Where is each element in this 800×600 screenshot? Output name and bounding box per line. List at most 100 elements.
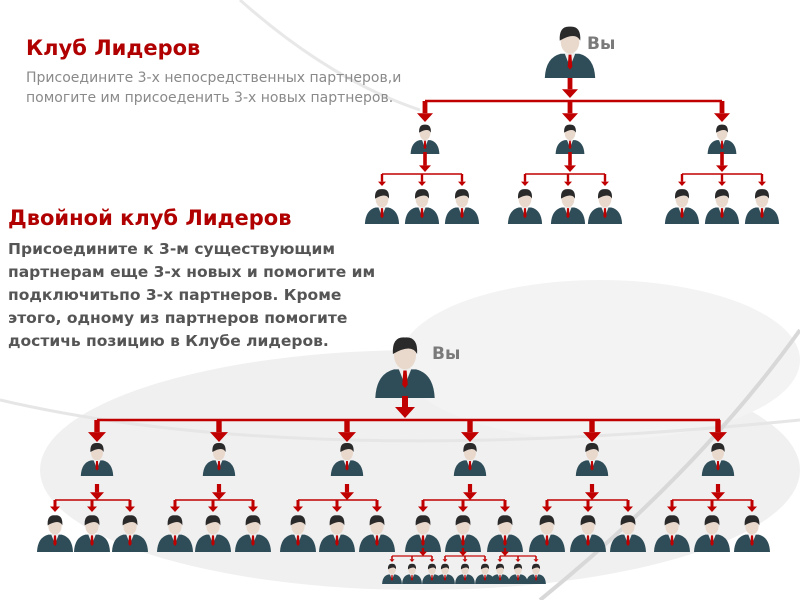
red-down-arrow-icon (542, 500, 552, 512)
businessman-icon (507, 189, 543, 224)
businessman-icon (587, 189, 623, 224)
red-down-arrow-icon (418, 174, 426, 186)
red-down-arrow-icon (623, 500, 633, 512)
red-down-arrow-icon (707, 500, 717, 512)
red-down-arrow-icon (293, 500, 303, 512)
businessman-icon (575, 442, 609, 476)
businessman-icon (382, 563, 402, 584)
red-down-arrow-icon (521, 174, 529, 186)
red-down-arrow-icon (125, 500, 135, 512)
businessman-icon (364, 189, 400, 224)
red-down-arrow-icon (462, 556, 468, 562)
red-down-arrow-icon (210, 420, 228, 442)
red-down-arrow-icon (716, 152, 728, 172)
businessman-icon (544, 26, 596, 78)
red-down-arrow-icon (583, 420, 601, 442)
red-down-arrow-icon (419, 152, 431, 172)
red-down-arrow-icon (50, 500, 60, 512)
businessman-icon (235, 515, 271, 552)
red-down-arrow-icon (747, 500, 757, 512)
red-down-arrow-icon (458, 174, 466, 186)
red-down-arrow-icon (533, 556, 539, 562)
businessman-icon (375, 337, 435, 398)
club-description: Присоедините 3-х непосредственных партне… (26, 70, 402, 106)
businessman-icon (526, 563, 546, 584)
businessman-icon (444, 189, 480, 224)
red-down-arrow-icon (501, 548, 509, 556)
red-down-arrow-icon (418, 500, 428, 512)
red-down-arrow-icon (461, 420, 479, 442)
businessman-icon (654, 515, 690, 552)
businessman-icon (402, 563, 422, 584)
businessman-icon (435, 563, 455, 584)
red-down-arrow-icon (395, 396, 415, 418)
red-down-arrow-icon (248, 500, 258, 512)
red-down-arrow-icon (340, 484, 354, 500)
red-down-arrow-icon (564, 152, 576, 172)
red-down-arrow-icon (170, 500, 180, 512)
red-down-arrow-icon (88, 420, 106, 442)
red-down-arrow-icon (482, 556, 488, 562)
connector-line (97, 418, 720, 422)
red-down-arrow-icon (332, 500, 342, 512)
businessman-icon (734, 515, 770, 552)
businessman-icon (455, 563, 475, 584)
red-down-arrow-icon (429, 556, 435, 562)
red-down-arrow-icon (372, 500, 382, 512)
businessman-icon (157, 515, 193, 552)
red-down-arrow-icon (87, 500, 97, 512)
red-down-arrow-icon (338, 420, 356, 442)
connector-line (425, 99, 722, 103)
businessman-icon (359, 515, 395, 552)
businessman-icon (475, 563, 495, 584)
red-down-arrow-icon (564, 174, 572, 186)
businessman-icon (490, 563, 510, 584)
red-down-arrow-icon (417, 101, 433, 122)
businessman-icon (694, 515, 730, 552)
businessman-icon (550, 189, 586, 224)
businessman-icon (445, 515, 481, 552)
businessman-icon (202, 442, 236, 476)
red-down-arrow-icon (458, 500, 468, 512)
businessman-icon (404, 189, 440, 224)
businessman-icon (453, 442, 487, 476)
businessman-icon (487, 515, 523, 552)
businessman-icon (330, 442, 364, 476)
businessman-icon (405, 515, 441, 552)
red-down-arrow-icon (442, 556, 448, 562)
businessman-icon (80, 442, 114, 476)
businessman-icon (410, 124, 440, 154)
businessman-icon (280, 515, 316, 552)
double-club-title: Двойной клуб Лидеров (8, 206, 292, 230)
you-label-bottom: Вы (432, 344, 461, 364)
you-label-top: Вы (587, 34, 616, 54)
club-title: Клуб Лидеров (26, 36, 201, 60)
businessman-icon (664, 189, 700, 224)
businessman-icon (37, 515, 73, 552)
red-down-arrow-icon (758, 174, 766, 186)
businessman-icon (195, 515, 231, 552)
red-down-arrow-icon (718, 174, 726, 186)
red-down-arrow-icon (208, 500, 218, 512)
red-down-arrow-icon (463, 484, 477, 500)
red-down-arrow-icon (585, 484, 599, 500)
businessman-icon (508, 563, 528, 584)
red-down-arrow-icon (678, 174, 686, 186)
businessman-icon (112, 515, 148, 552)
red-down-arrow-icon (714, 101, 730, 122)
red-down-arrow-icon (711, 484, 725, 500)
businessman-icon (744, 189, 780, 224)
red-down-arrow-icon (515, 556, 521, 562)
businessman-icon (529, 515, 565, 552)
double-club-description: Присоедините к 3-м существующим партнера… (8, 240, 376, 350)
red-down-arrow-icon (378, 174, 386, 186)
red-down-arrow-icon (667, 500, 677, 512)
red-down-arrow-icon (562, 101, 578, 122)
red-down-arrow-icon (389, 556, 395, 562)
businessman-icon (555, 124, 585, 154)
red-down-arrow-icon (90, 484, 104, 500)
red-down-arrow-icon (562, 78, 578, 98)
businessman-icon (570, 515, 606, 552)
